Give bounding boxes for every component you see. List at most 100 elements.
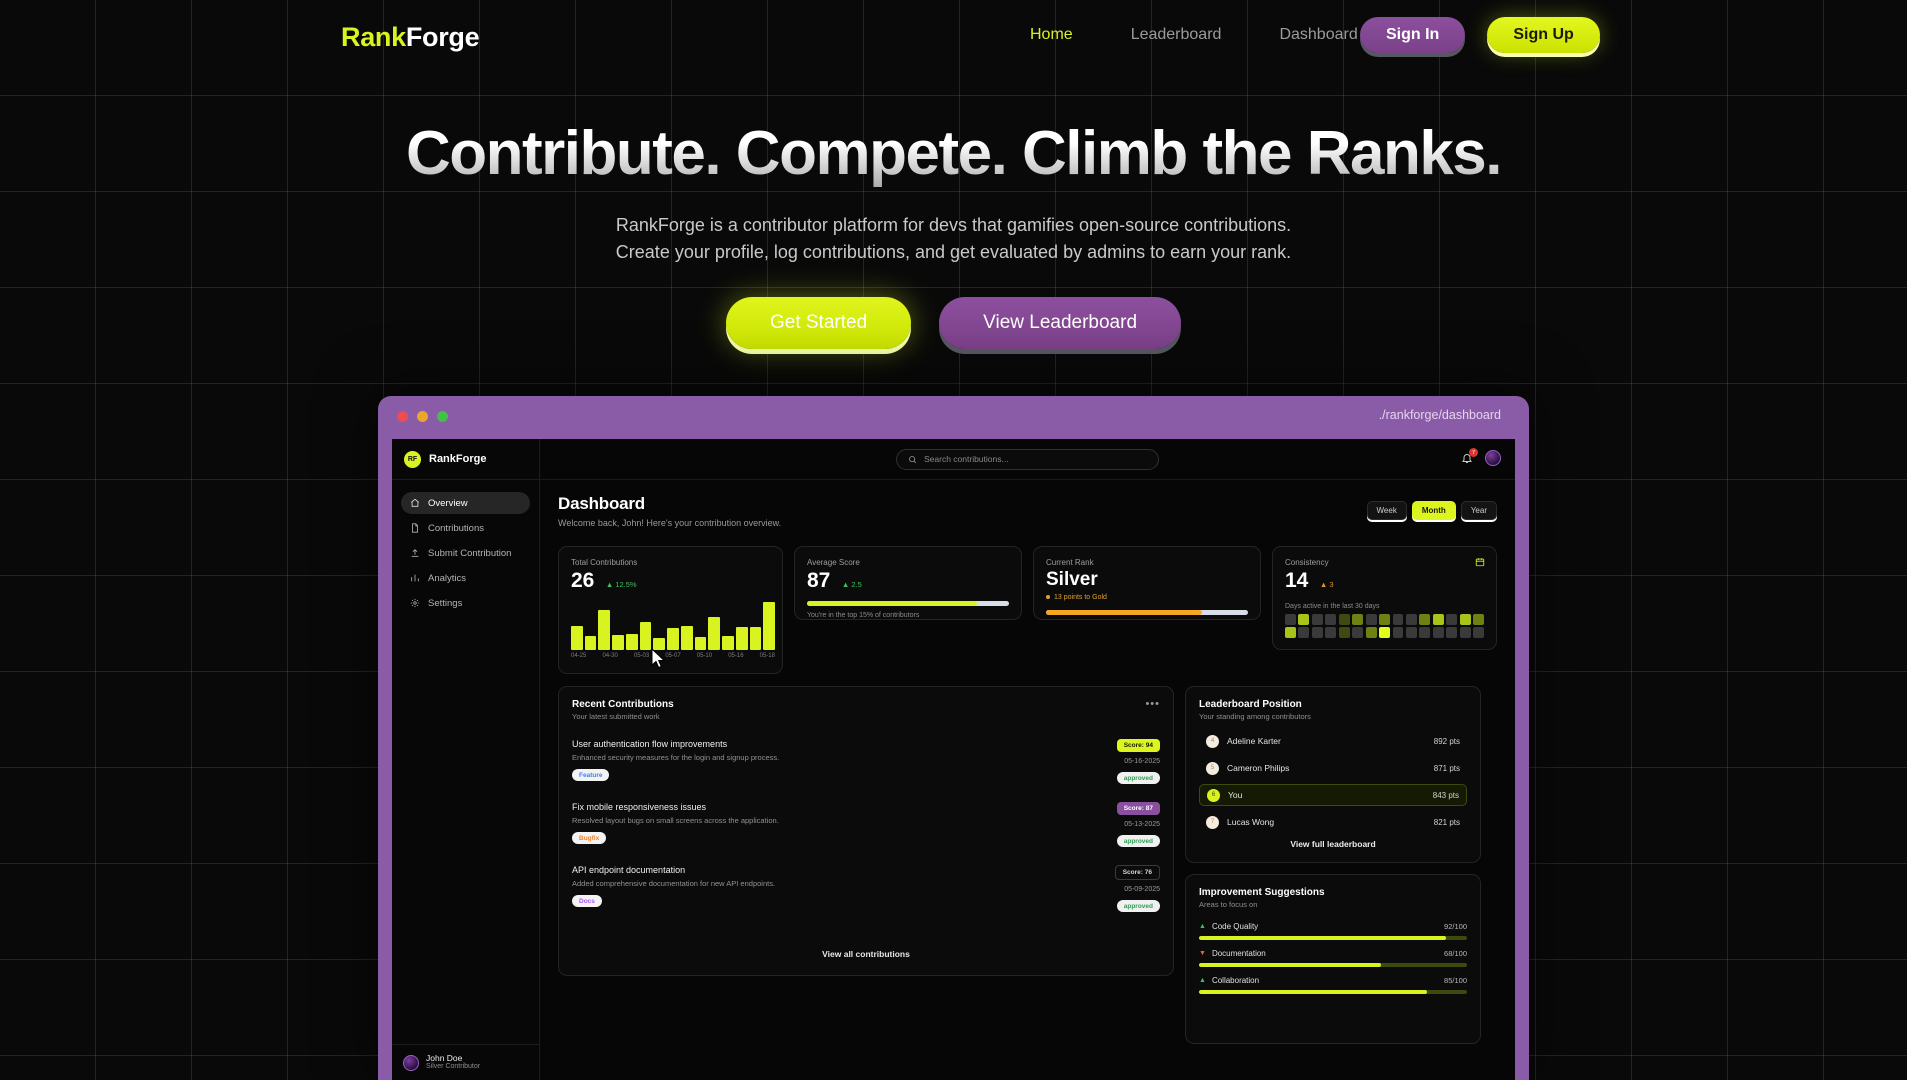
sidebar-item-contributions[interactable]: Contributions — [401, 517, 530, 539]
total-contributions-value: 26 — [571, 569, 595, 592]
browser-window-mockup: ./rankforge/dashboard RF RankForge Overv… — [378, 396, 1529, 1080]
auth-buttons: Sign In Sign Up — [1360, 17, 1600, 53]
contribution-meta: Score: 76 05-09-2025 approved — [1114, 865, 1160, 912]
calendar-icon — [1475, 558, 1485, 567]
recent-contributions-subtitle: Your latest submitted work — [572, 712, 660, 721]
leaderboard-row[interactable]: 4 Adeline Karter 892 pts — [1199, 730, 1467, 752]
contribution-tag: Feature — [572, 769, 610, 781]
chart-bar — [639, 622, 652, 650]
panel-leaderboard-position: Leaderboard Position Your standing among… — [1185, 686, 1481, 863]
view-all-contributions-link[interactable]: View all contributions — [822, 949, 910, 959]
leaderboard-rank: 7 — [1206, 815, 1219, 829]
improvement-label: Documentation — [1211, 949, 1266, 958]
contribution-status-badge: approved — [1116, 772, 1160, 784]
sidebar-item-contributions-label: Contributions — [428, 522, 484, 534]
maximize-window-icon[interactable] — [437, 411, 448, 422]
recent-contributions-menu-button[interactable]: ••• — [1145, 698, 1160, 710]
contribution-item[interactable]: API endpoint documentation Added comprehe… — [572, 865, 1160, 912]
contribution-title: API endpoint documentation — [572, 865, 686, 875]
heatmap-cell — [1285, 627, 1296, 639]
average-score-label: Average Score — [807, 558, 860, 567]
sign-up-button[interactable]: Sign Up — [1487, 17, 1600, 53]
view-leaderboard-button[interactable]: View Leaderboard — [939, 297, 1182, 349]
sidebar-brand[interactable]: RF RankForge — [392, 439, 539, 480]
window-url-label: ./rankforge/dashboard — [1378, 408, 1501, 422]
leaderboard-row[interactable]: 6 You 843 pts — [1199, 784, 1467, 806]
card-consistency: Consistency 14 ▲ 3 Days active in the la… — [1272, 546, 1497, 650]
minimize-window-icon[interactable] — [417, 411, 428, 422]
contributions-bar-chart — [571, 598, 776, 650]
chart-tick-label: 05-03 — [633, 653, 650, 659]
card-current-rank: Current Rank Silver 13 points to Gold — [1033, 546, 1261, 620]
gear-icon — [410, 598, 420, 608]
topbar-avatar[interactable] — [1485, 450, 1501, 466]
get-started-button[interactable]: Get Started — [725, 297, 912, 349]
average-score-progress-fill — [807, 601, 977, 606]
contribution-item[interactable]: Fix mobile responsiveness issues Resolved… — [572, 802, 1160, 847]
hero-headline: Contribute. Compete. Climb the Ranks. — [0, 118, 1907, 189]
contribution-score-badge: Score: 87 — [1116, 802, 1160, 815]
bell-icon — [1462, 454, 1472, 463]
contribution-item[interactable]: User authentication flow improvements Enh… — [572, 739, 1160, 784]
rank-status-dot-icon — [1046, 595, 1050, 600]
nav-item-home[interactable]: Home — [1030, 26, 1073, 43]
contribution-title: User authentication flow improvements — [572, 739, 728, 749]
sidebar-item-submit-contribution[interactable]: Submit Contribution — [401, 542, 530, 564]
site-logo[interactable]: RankForge — [341, 22, 480, 53]
sidebar-user-profile[interactable]: John Doe Silver Contributor — [392, 1044, 540, 1080]
close-window-icon[interactable] — [397, 411, 408, 422]
heatmap-cell — [1432, 627, 1444, 639]
leaderboard-name: Cameron Philips — [1227, 763, 1290, 773]
range-week-button[interactable]: Week — [1366, 501, 1407, 520]
heatmap-cell — [1365, 614, 1377, 625]
improvement-progress — [1199, 990, 1467, 994]
improvement-rows: ▲ Code Quality 92/100 ▼ Documentation 68/100 ▲… — [1199, 922, 1467, 994]
improvement-progress-fill — [1199, 963, 1382, 967]
logo-text-forge: Forge — [405, 22, 480, 52]
contribution-title: Fix mobile responsiveness issues — [572, 802, 707, 812]
home-icon — [410, 498, 420, 507]
sidebar-user-name: John Doe — [426, 1052, 463, 1063]
improvement-subtitle: Areas to focus on — [1199, 900, 1258, 909]
dashboard-main: 7 Dashboard Welcome back, John! Here's y… — [540, 439, 1515, 1080]
panel-improvement-suggestions: Improvement Suggestions Areas to focus o… — [1185, 874, 1481, 1044]
heatmap-cell — [1285, 614, 1296, 625]
heatmap-cell — [1365, 627, 1377, 639]
contribution-status-badge: approved — [1116, 835, 1160, 847]
sidebar-item-analytics[interactable]: Analytics — [401, 567, 530, 589]
heatmap-cell — [1405, 627, 1417, 639]
leaderboard-row[interactable]: 5 Cameron Philips 871 pts — [1199, 757, 1467, 779]
notifications-button[interactable]: 7 — [1461, 448, 1478, 464]
dashboard-topbar: 7 — [540, 439, 1515, 480]
sign-in-button[interactable]: Sign In — [1360, 17, 1466, 53]
heatmap-cell — [1379, 614, 1390, 625]
contributions-chart-axis: 04-25 04-30 05-03 05-07 05-10 05-16 05-18 — [571, 653, 775, 665]
nav-item-leaderboard[interactable]: Leaderboard — [1130, 26, 1222, 43]
contribution-info: Fix mobile responsiveness issues Resolved… — [572, 802, 779, 845]
sidebar-item-submit-label: Submit Contribution — [428, 547, 512, 559]
leaderboard-row[interactable]: 7 Lucas Wong 821 pts — [1199, 811, 1467, 833]
nav-item-dashboard[interactable]: Dashboard — [1279, 26, 1358, 43]
consistency-heatmap — [1285, 614, 1485, 639]
sidebar-item-settings[interactable]: Settings — [401, 592, 530, 614]
range-month-button[interactable]: Month — [1411, 501, 1456, 520]
leaderboard-rank: 6 — [1207, 788, 1220, 802]
view-full-leaderboard-link[interactable]: View full leaderboard — [1290, 839, 1376, 849]
search-input[interactable] — [924, 454, 1147, 464]
leaderboard-name: Lucas Wong — [1227, 817, 1275, 827]
leaderboard-points: 871 pts — [1433, 763, 1460, 773]
current-rank-note: 13 points to Gold — [1046, 594, 1248, 601]
leaderboard-points: 821 pts — [1433, 817, 1460, 827]
chart-bar — [625, 634, 638, 650]
improvement-progress-fill — [1199, 990, 1427, 994]
recent-contributions-title: Recent Contributions — [572, 699, 674, 710]
range-year-button[interactable]: Year — [1460, 501, 1497, 520]
hero-subtext-line1: RankForge is a contributor platform for … — [615, 215, 1292, 235]
heatmap-cell — [1446, 627, 1458, 639]
sidebar-item-overview[interactable]: Overview — [401, 492, 530, 514]
search-bar[interactable] — [896, 448, 1159, 470]
mouse-cursor-icon — [651, 648, 666, 669]
average-score-delta: ▲ 2.5 — [841, 580, 862, 589]
card-average-score: Average Score 87 ▲ 2.5 You're in the top… — [794, 546, 1022, 620]
improvement-title: Improvement Suggestions — [1199, 887, 1325, 898]
